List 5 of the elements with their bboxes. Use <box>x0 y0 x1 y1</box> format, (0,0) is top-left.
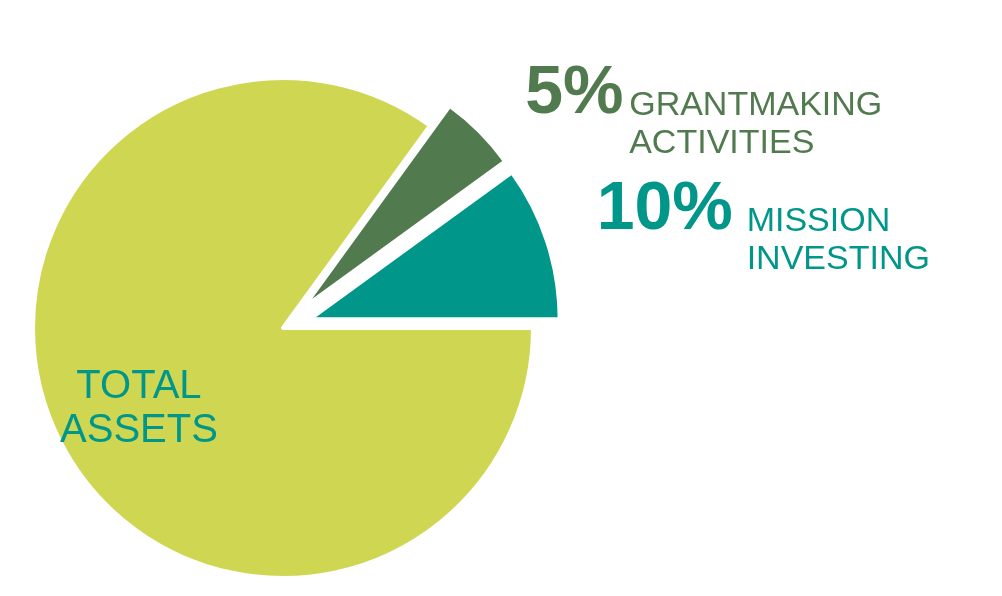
data-label: 5% <box>525 50 624 127</box>
slice-label: GRANTMAKING ACTIVITIES <box>629 83 883 160</box>
data-label: 10% <box>596 167 733 244</box>
slice-label: TOTAL ASSETS <box>60 362 218 451</box>
slice-label: MISSION INVESTING <box>746 200 930 277</box>
